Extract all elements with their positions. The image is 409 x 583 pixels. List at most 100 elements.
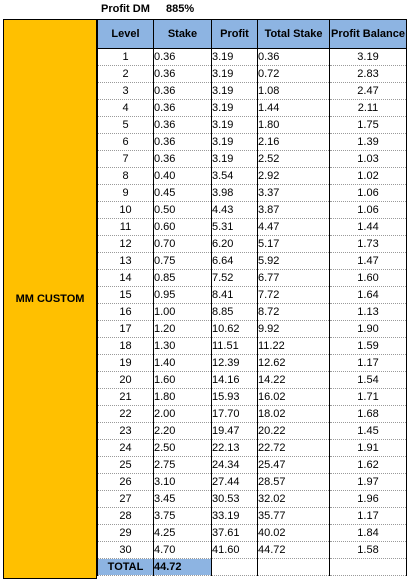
cell-stake: 0.36 <box>153 48 212 66</box>
cell-profit-balance: 1.68 <box>329 405 407 423</box>
cell-total-stake: 1.80 <box>257 116 330 134</box>
cell-stake: 3.45 <box>153 490 212 508</box>
cell-profit-balance: 1.75 <box>329 116 407 134</box>
table-row: 6 0.36 3.19 2.16 1.39 <box>97 133 407 151</box>
cell-profit: 4.43 <box>211 201 258 219</box>
profit-dm-value: 885% <box>166 3 195 15</box>
cell-level: 19 <box>97 354 154 372</box>
cell-profit: 3.19 <box>211 116 258 134</box>
cell-total-stake: 44.72 <box>257 541 330 559</box>
cell-profit: 19.47 <box>211 422 258 440</box>
cell-total-stake: 2.16 <box>257 133 330 151</box>
cell-stake: 0.36 <box>153 133 212 151</box>
cell-profit: 3.19 <box>211 133 258 151</box>
cell-stake: 0.60 <box>153 218 212 236</box>
cell-level: 27 <box>97 490 154 508</box>
cell-total-stake: 2.52 <box>257 150 330 168</box>
cell-profit: 6.64 <box>211 252 258 270</box>
cell-profit-balance: 1.54 <box>329 371 407 389</box>
cell-profit-balance: 1.13 <box>329 303 407 321</box>
total-empty-cell <box>257 558 330 576</box>
total-empty-cell <box>211 558 258 576</box>
table-row: 25 2.75 24.34 25.47 1.62 <box>97 456 407 474</box>
table-row: 12 0.70 6.20 5.17 1.73 <box>97 235 407 253</box>
cell-profit: 3.19 <box>211 82 258 100</box>
cell-stake: 2.75 <box>153 456 212 474</box>
cell-profit: 15.93 <box>211 388 258 406</box>
cell-profit-balance: 1.03 <box>329 150 407 168</box>
cell-profit-balance: 1.62 <box>329 456 407 474</box>
total-row: TOTAL 44.72 <box>97 558 407 576</box>
cell-profit: 17.70 <box>211 405 258 423</box>
cell-stake: 4.25 <box>153 524 212 542</box>
cell-level: 20 <box>97 371 154 389</box>
cell-level: 16 <box>97 303 154 321</box>
cell-profit-balance: 1.71 <box>329 388 407 406</box>
total-label: TOTAL <box>97 558 154 576</box>
cell-profit-balance: 1.91 <box>329 439 407 457</box>
cell-stake: 0.45 <box>153 184 212 202</box>
total-empty-cell <box>329 558 407 576</box>
cell-total-stake: 3.37 <box>257 184 330 202</box>
cell-stake: 2.20 <box>153 422 212 440</box>
cell-stake: 3.75 <box>153 507 212 525</box>
table-row: 10 0.50 4.43 3.87 1.06 <box>97 201 407 219</box>
cell-profit: 7.52 <box>211 269 258 287</box>
cell-profit: 33.19 <box>211 507 258 525</box>
table-row: 11 0.60 5.31 4.47 1.44 <box>97 218 407 236</box>
cell-profit-balance: 1.44 <box>329 218 407 236</box>
table-row: 1 0.36 3.19 0.36 3.19 <box>97 48 407 66</box>
cell-profit: 3.98 <box>211 184 258 202</box>
table-row: 5 0.36 3.19 1.80 1.75 <box>97 116 407 134</box>
cell-total-stake: 7.72 <box>257 286 330 304</box>
cell-profit: 3.19 <box>211 65 258 83</box>
cell-level: 18 <box>97 337 154 355</box>
cell-profit-balance: 1.84 <box>329 524 407 542</box>
cell-profit: 5.31 <box>211 218 258 236</box>
cell-level: 23 <box>97 422 154 440</box>
table-row: 20 1.60 14.16 14.22 1.54 <box>97 371 407 389</box>
cell-stake: 1.40 <box>153 354 212 372</box>
cell-profit: 11.51 <box>211 337 258 355</box>
cell-total-stake: 1.44 <box>257 99 330 117</box>
table-row: 2 0.36 3.19 0.72 2.83 <box>97 65 407 83</box>
cell-total-stake: 12.62 <box>257 354 330 372</box>
cell-level: 10 <box>97 201 154 219</box>
cell-profit-balance: 1.06 <box>329 184 407 202</box>
cell-profit: 10.62 <box>211 320 258 338</box>
cell-stake: 0.95 <box>153 286 212 304</box>
cell-level: 3 <box>97 82 154 100</box>
cell-profit-balance: 1.39 <box>329 133 407 151</box>
cell-profit-balance: 3.19 <box>329 48 407 66</box>
table-row: 8 0.40 3.54 2.92 1.02 <box>97 167 407 185</box>
cell-profit-balance: 2.83 <box>329 65 407 83</box>
cell-profit-balance: 1.58 <box>329 541 407 559</box>
table-row: 18 1.30 11.51 11.22 1.59 <box>97 337 407 355</box>
cell-stake: 0.70 <box>153 235 212 253</box>
table-row: 26 3.10 27.44 28.57 1.97 <box>97 473 407 491</box>
cell-level: 17 <box>97 320 154 338</box>
top-bar: Profit DM 885% <box>0 0 409 19</box>
cell-profit-balance: 1.60 <box>329 269 407 287</box>
cell-profit: 8.41 <box>211 286 258 304</box>
cell-level: 8 <box>97 167 154 185</box>
cell-stake: 1.20 <box>153 320 212 338</box>
cell-total-stake: 2.92 <box>257 167 330 185</box>
cell-level: 15 <box>97 286 154 304</box>
cell-stake: 1.80 <box>153 388 212 406</box>
cell-profit-balance: 1.64 <box>329 286 407 304</box>
cell-total-stake: 1.08 <box>257 82 330 100</box>
cell-stake: 0.36 <box>153 116 212 134</box>
table-row: 7 0.36 3.19 2.52 1.03 <box>97 150 407 168</box>
table-row: 24 2.50 22.13 22.72 1.91 <box>97 439 407 457</box>
cell-total-stake: 5.17 <box>257 235 330 253</box>
cell-level: 24 <box>97 439 154 457</box>
cell-total-stake: 20.22 <box>257 422 330 440</box>
cell-profit-balance: 2.11 <box>329 99 407 117</box>
table-row: 29 4.25 37.61 40.02 1.84 <box>97 524 407 542</box>
cell-level: 7 <box>97 150 154 168</box>
cell-level: 21 <box>97 388 154 406</box>
cell-total-stake: 9.92 <box>257 320 330 338</box>
cell-profit-balance: 1.17 <box>329 507 407 525</box>
cell-level: 14 <box>97 269 154 287</box>
